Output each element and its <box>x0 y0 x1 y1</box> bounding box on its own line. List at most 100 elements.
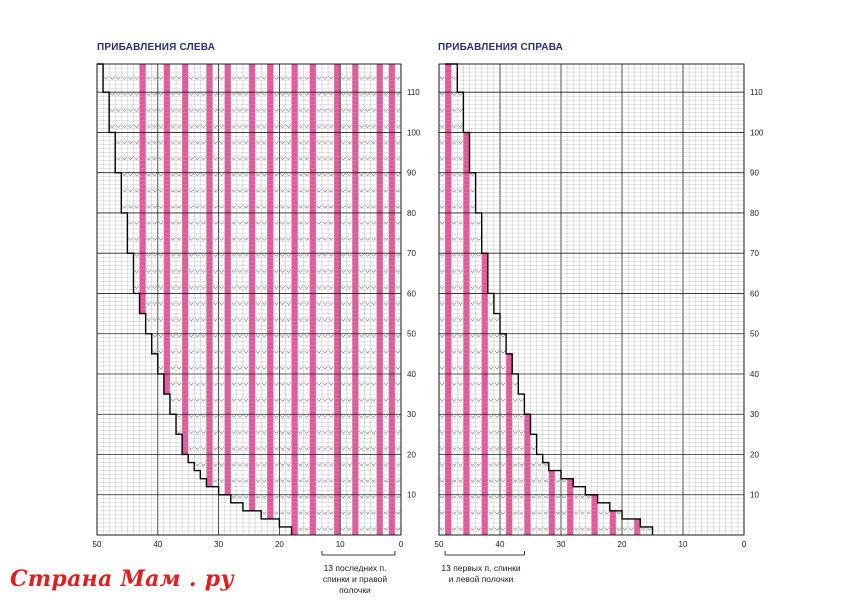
stitch-mark <box>213 447 218 450</box>
pink-cell <box>524 526 531 531</box>
pink-cell <box>163 269 170 274</box>
pink-cell <box>376 200 383 205</box>
pink-cell <box>182 88 189 93</box>
pink-cell <box>163 168 170 173</box>
stitch-mark <box>201 269 206 273</box>
pink-cell <box>309 361 316 366</box>
stitch-mark <box>316 157 322 161</box>
pink-cell <box>376 261 383 266</box>
stitch-mark <box>561 511 567 515</box>
pink-cell <box>206 293 213 298</box>
pink-cell <box>445 406 452 411</box>
pink-cell <box>309 474 316 479</box>
pink-cell <box>388 277 395 282</box>
stitch-mark <box>261 447 267 450</box>
pink-cell <box>388 466 395 471</box>
stitch-mark <box>476 382 481 386</box>
stitch-mark <box>340 495 346 499</box>
pink-cell <box>163 80 170 85</box>
pink-cell <box>224 216 231 221</box>
stitch-mark <box>451 92 457 96</box>
stitch-mark <box>439 157 445 161</box>
pink-cell <box>224 144 231 149</box>
pink-cell <box>376 446 383 451</box>
pink-cell <box>267 200 274 205</box>
pink-cell <box>567 514 574 519</box>
stitch-mark <box>458 173 463 177</box>
stitch-mark <box>213 286 218 289</box>
pink-cell <box>309 64 316 69</box>
pink-cell <box>139 72 146 77</box>
pink-cell <box>376 293 383 298</box>
pink-cell <box>352 265 359 270</box>
pink-cell <box>206 72 213 77</box>
pink-cell <box>376 502 383 507</box>
stitch-mark <box>219 350 224 354</box>
stitch-mark <box>109 108 115 112</box>
pink-cell <box>481 277 488 282</box>
pink-cell <box>249 221 256 226</box>
pink-cell <box>334 378 341 383</box>
pink-cell <box>163 184 170 189</box>
pink-cell <box>291 136 298 141</box>
stitch-mark <box>359 173 364 177</box>
pink-cell <box>291 144 298 149</box>
pink-cell <box>376 317 383 322</box>
pink-cell <box>445 345 452 350</box>
stitch-mark <box>188 286 194 289</box>
stitch-mark <box>170 76 176 80</box>
pink-cell <box>388 257 395 262</box>
pink-cell <box>206 281 213 286</box>
stitch-mark <box>201 286 206 289</box>
pink-cell <box>524 442 531 447</box>
pink-cell <box>388 241 395 246</box>
stitch-mark <box>286 398 291 402</box>
pink-cell <box>334 526 341 531</box>
pink-cell <box>376 458 383 463</box>
stitch-mark <box>188 108 194 112</box>
stitch-mark <box>195 92 200 96</box>
stitch-mark <box>176 76 182 80</box>
pink-cell <box>291 418 298 423</box>
pink-cell <box>506 450 513 455</box>
pink-cell <box>445 289 452 294</box>
pink-cell <box>309 530 316 535</box>
stitch-mark <box>261 430 267 434</box>
stitch-mark <box>176 269 182 273</box>
stitch-mark <box>255 382 261 386</box>
stitch-mark <box>261 237 267 241</box>
stitch-mark <box>316 269 322 273</box>
pink-cell <box>388 212 395 217</box>
pink-cell <box>206 257 213 262</box>
pink-cell <box>291 269 298 274</box>
pink-cell <box>445 140 452 145</box>
pink-cell <box>309 333 316 338</box>
pink-cell <box>309 498 316 503</box>
stitch-mark <box>488 350 494 354</box>
pink-cell <box>291 482 298 487</box>
pink-cell <box>224 112 231 117</box>
pink-cell <box>249 293 256 298</box>
pink-cell <box>524 458 531 463</box>
stitch-mark <box>195 318 200 322</box>
stitch-mark <box>316 286 322 289</box>
stitch-mark <box>274 366 279 370</box>
stitch-mark <box>170 108 176 112</box>
stitch-mark <box>451 463 457 467</box>
stitch-mark <box>371 511 376 515</box>
pink-cell <box>182 68 189 73</box>
x-tick-label: 10 <box>679 540 688 549</box>
stitch-mark <box>188 318 194 322</box>
pink-cell <box>309 237 316 242</box>
pink-cell <box>352 458 359 463</box>
pink-cell <box>139 152 146 157</box>
pink-cell <box>309 100 316 105</box>
stitch-marks-right <box>439 76 652 531</box>
pink-cell <box>224 96 231 101</box>
pink-cell <box>352 382 359 387</box>
stitch-mark <box>134 108 139 112</box>
pink-cell <box>506 474 513 479</box>
pink-cell <box>224 450 231 455</box>
stitch-mark <box>286 334 291 338</box>
pink-cell <box>445 172 452 177</box>
